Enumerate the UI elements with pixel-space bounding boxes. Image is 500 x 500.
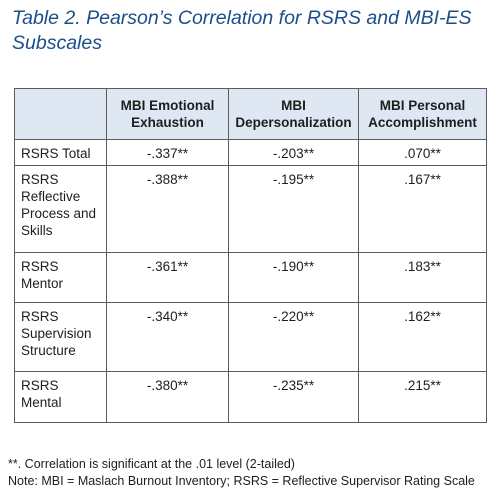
row-label-line: RSRS [21,309,59,324]
header-line: MBI [281,98,306,113]
table-row-rsrs-mentor: RSRS Mentor -.361** -.190** .183** [14,252,487,303]
row-label-rsrs-reflective-process-and-skills: RSRS Reflective Process and Skills [14,165,107,253]
row-label-line: Skills [21,223,53,238]
row-label-line: Mentor [21,276,64,291]
header-line: MBI Personal [379,98,466,113]
table-title-line-1: Table 2. Pearson’s Correlation for RSRS … [12,7,472,29]
header-line: MBI Emotional [120,98,215,113]
header-mbi-personal-accomplishment: MBI Personal Accomplishment [358,88,487,140]
row-label-line: Process and [21,206,97,221]
header-line: Exhaustion [131,115,204,130]
cell-value: -.203** [228,139,359,166]
table-row-rsrs-mental: RSRS Mental -.380** -.235** .215** [14,371,487,423]
cell-value: -.361** [106,252,229,303]
cell-value: -.195** [228,165,359,253]
header-corner-cell [14,88,107,140]
cell-value: -.190** [228,252,359,303]
cell-value: -.235** [228,371,359,423]
cell-value: .183** [358,252,487,303]
cell-value: -.388** [106,165,229,253]
table-row-rsrs-supervision-structure: RSRS Supervision Structure -.340** -.220… [14,302,487,372]
correlation-table: MBI Emotional Exhaustion MBI Depersonali… [14,88,487,423]
row-label-rsrs-supervision-structure: RSRS Supervision Structure [14,302,107,372]
table-row-rsrs-reflective-process-and-skills: RSRS Reflective Process and Skills -.388… [14,165,487,253]
row-label-rsrs-mental: RSRS Mental [14,371,107,423]
row-label-line: Reflective [21,189,81,204]
row-label-line: RSRS [21,172,59,187]
cell-value: .167** [358,165,487,253]
header-mbi-emotional-exhaustion: MBI Emotional Exhaustion [106,88,229,140]
cell-value: .070** [358,139,487,166]
header-line: Accomplishment [368,115,477,130]
table-row-rsrs-total: RSRS Total -.337** -.203** .070** [14,139,487,166]
cell-value: .215** [358,371,487,423]
row-label-line: RSRS [21,259,59,274]
row-label-line: Mental [21,395,62,410]
cell-value: -.220** [228,302,359,372]
row-label-line: Structure [21,343,76,358]
cell-value: -.380** [106,371,229,423]
row-label-rsrs-total: RSRS Total [14,139,107,166]
cell-value: .162** [358,302,487,372]
table-title-line-2: Subscales [12,32,102,54]
significance-note: **. Correlation is significant at the .0… [8,457,295,471]
row-label-line: Supervision [21,326,92,341]
cell-value: -.340** [106,302,229,372]
header-line: Depersonalization [235,115,352,130]
cell-value: -.337** [106,139,229,166]
header-row: MBI Emotional Exhaustion MBI Depersonali… [14,88,487,140]
row-label-line: RSRS [21,378,59,393]
header-mbi-depersonalization: MBI Depersonalization [228,88,359,140]
row-label-line: RSRS Total [21,146,91,161]
abbreviation-note: Note: MBI = Maslach Burnout Inventory; R… [8,474,475,488]
row-label-rsrs-mentor: RSRS Mentor [14,252,107,303]
table-title: Table 2. Pearson’s Correlation for RSRS … [12,6,482,56]
